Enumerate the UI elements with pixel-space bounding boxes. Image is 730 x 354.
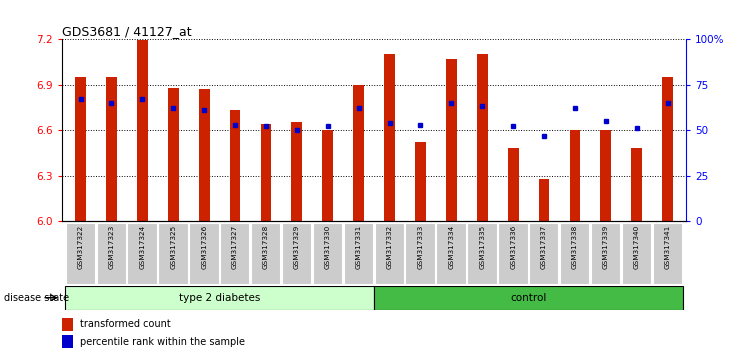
Text: GSM317332: GSM317332 bbox=[387, 224, 393, 269]
Bar bbox=[353, 85, 364, 221]
Text: GSM317340: GSM317340 bbox=[634, 224, 639, 269]
Text: GSM317323: GSM317323 bbox=[109, 224, 115, 269]
FancyBboxPatch shape bbox=[220, 223, 250, 284]
Bar bbox=[75, 77, 86, 221]
Text: GSM317339: GSM317339 bbox=[603, 224, 609, 269]
Text: GSM317341: GSM317341 bbox=[664, 224, 671, 269]
Bar bbox=[199, 89, 210, 221]
FancyBboxPatch shape bbox=[251, 223, 280, 284]
FancyBboxPatch shape bbox=[405, 223, 435, 284]
FancyBboxPatch shape bbox=[529, 223, 558, 284]
FancyBboxPatch shape bbox=[158, 223, 188, 284]
FancyBboxPatch shape bbox=[189, 223, 218, 284]
FancyBboxPatch shape bbox=[312, 223, 342, 284]
Text: GSM317328: GSM317328 bbox=[263, 224, 269, 269]
Text: GSM317331: GSM317331 bbox=[356, 224, 361, 269]
Text: GSM317324: GSM317324 bbox=[139, 224, 145, 269]
FancyBboxPatch shape bbox=[560, 223, 589, 284]
Text: GSM317322: GSM317322 bbox=[77, 224, 84, 269]
FancyBboxPatch shape bbox=[437, 223, 466, 284]
Text: GSM317337: GSM317337 bbox=[541, 224, 547, 269]
Text: control: control bbox=[510, 293, 547, 303]
Bar bbox=[62, 335, 73, 348]
FancyBboxPatch shape bbox=[498, 223, 528, 284]
Bar bbox=[477, 54, 488, 221]
FancyBboxPatch shape bbox=[591, 223, 620, 284]
Bar bbox=[323, 130, 333, 221]
FancyBboxPatch shape bbox=[344, 223, 373, 284]
FancyBboxPatch shape bbox=[374, 223, 404, 284]
Text: GSM317336: GSM317336 bbox=[510, 224, 516, 269]
Text: type 2 diabetes: type 2 diabetes bbox=[179, 293, 261, 303]
Bar bbox=[415, 142, 426, 221]
Text: GSM317338: GSM317338 bbox=[572, 224, 578, 269]
Bar bbox=[137, 40, 147, 221]
Text: GSM317325: GSM317325 bbox=[170, 224, 176, 269]
FancyBboxPatch shape bbox=[374, 286, 683, 310]
FancyBboxPatch shape bbox=[467, 223, 496, 284]
Bar bbox=[446, 59, 457, 221]
Text: disease state: disease state bbox=[4, 293, 69, 303]
FancyBboxPatch shape bbox=[96, 223, 126, 284]
Text: GDS3681 / 41127_at: GDS3681 / 41127_at bbox=[62, 25, 192, 38]
Text: GSM317335: GSM317335 bbox=[480, 224, 485, 269]
FancyBboxPatch shape bbox=[65, 286, 374, 310]
FancyBboxPatch shape bbox=[66, 223, 95, 284]
Text: transformed count: transformed count bbox=[80, 319, 170, 329]
Text: GSM317327: GSM317327 bbox=[232, 224, 238, 269]
Bar bbox=[168, 87, 179, 221]
Text: GSM317330: GSM317330 bbox=[325, 224, 331, 269]
Bar bbox=[230, 110, 240, 221]
Bar bbox=[662, 77, 673, 221]
FancyBboxPatch shape bbox=[653, 223, 682, 284]
FancyBboxPatch shape bbox=[282, 223, 311, 284]
Bar bbox=[631, 148, 642, 221]
Bar bbox=[384, 54, 395, 221]
Bar bbox=[62, 318, 73, 331]
Bar bbox=[569, 130, 580, 221]
Bar bbox=[508, 148, 518, 221]
FancyBboxPatch shape bbox=[128, 223, 157, 284]
Text: GSM317329: GSM317329 bbox=[294, 224, 300, 269]
Text: GSM317333: GSM317333 bbox=[418, 224, 423, 269]
Bar bbox=[291, 122, 302, 221]
Bar bbox=[601, 130, 611, 221]
Bar bbox=[106, 77, 117, 221]
Bar bbox=[539, 179, 550, 221]
FancyBboxPatch shape bbox=[622, 223, 651, 284]
Text: percentile rank within the sample: percentile rank within the sample bbox=[80, 337, 245, 347]
Text: GSM317326: GSM317326 bbox=[201, 224, 207, 269]
Text: GSM317334: GSM317334 bbox=[448, 224, 454, 269]
Bar bbox=[261, 124, 272, 221]
